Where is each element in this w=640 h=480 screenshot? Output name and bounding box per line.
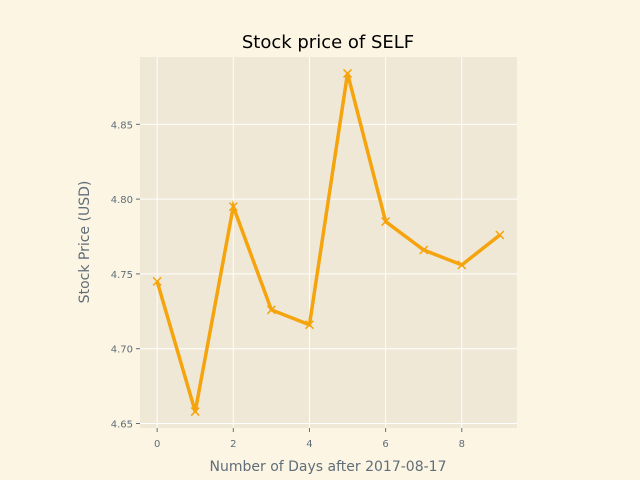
chart-title: Stock price of SELF — [242, 32, 414, 53]
x-tick-label: 8 — [459, 439, 465, 450]
data-point-marker — [381, 217, 391, 227]
x-tick-label: 6 — [382, 439, 388, 450]
data-point-marker — [228, 202, 238, 212]
data-point-marker — [152, 276, 162, 286]
y-tick-label: 4.70 — [111, 345, 133, 356]
x-tick-label: 4 — [306, 439, 312, 450]
data-point-marker — [495, 230, 505, 240]
series-layer — [152, 68, 505, 417]
y-tick-label: 4.75 — [111, 270, 133, 281]
y-axis-label: Stock Price (USD) — [77, 181, 93, 304]
data-point-marker — [190, 407, 200, 417]
y-tick-label: 4.85 — [111, 120, 133, 131]
y-tick-label: 4.65 — [111, 420, 133, 431]
series-line — [155, 73, 501, 413]
x-axis-label: Number of Days after 2017-08-17 — [210, 459, 447, 475]
y-axis-ticks: 4.65 4.70 4.75 4.80 4.85 — [111, 120, 140, 431]
y-tick-label: 4.80 — [111, 195, 133, 206]
data-point-marker — [457, 260, 467, 270]
data-point-marker — [304, 320, 314, 330]
x-tick-label: 0 — [154, 439, 160, 450]
x-axis-ticks: 0 2 4 6 8 — [154, 428, 465, 450]
x-tick-label: 2 — [230, 439, 236, 450]
plot-area — [140, 57, 517, 428]
data-point-marker — [419, 245, 429, 255]
data-point-marker — [266, 305, 276, 315]
data-point-marker — [343, 68, 353, 78]
